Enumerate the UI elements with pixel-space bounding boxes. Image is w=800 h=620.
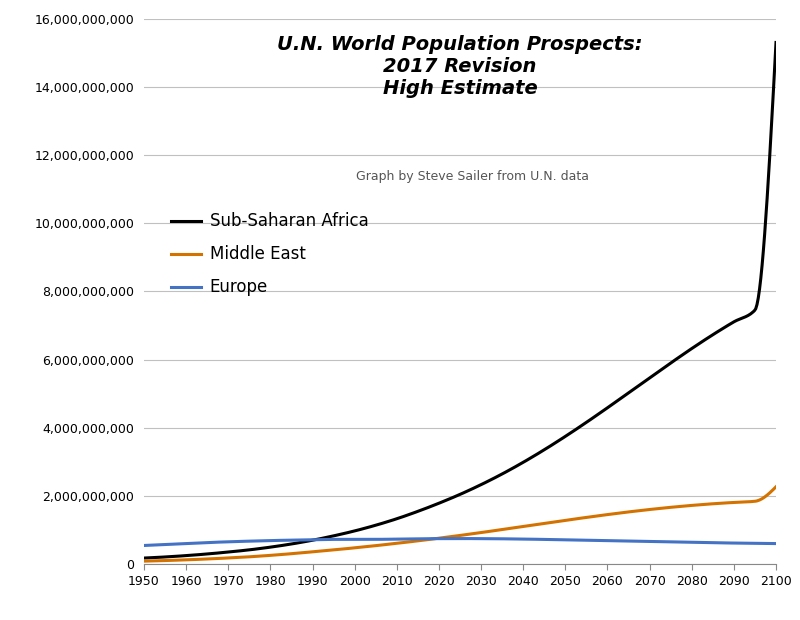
Line: Middle East: Middle East — [144, 487, 776, 561]
Middle East — [658, 505, 667, 512]
Europe — [139, 542, 149, 549]
Line: Europe: Europe — [144, 539, 776, 546]
Sub-Saharan Africa — [515, 460, 525, 467]
Middle East — [756, 496, 766, 503]
Sub-Saharan Africa — [771, 38, 781, 46]
Europe — [456, 535, 466, 542]
Sub-Saharan Africa — [443, 496, 453, 503]
Legend: Sub-Saharan Africa, Middle East, Europe: Sub-Saharan Africa, Middle East, Europe — [171, 213, 368, 296]
Europe — [439, 535, 449, 542]
Europe — [658, 538, 668, 546]
Europe — [517, 535, 526, 542]
Middle East — [515, 523, 525, 531]
Middle East — [443, 533, 453, 541]
Middle East — [139, 557, 149, 565]
Line: Sub-Saharan Africa: Sub-Saharan Africa — [144, 42, 776, 558]
Middle East — [439, 534, 449, 541]
Sub-Saharan Africa — [481, 479, 490, 486]
Text: Graph by Steve Sailer from U.N. data: Graph by Steve Sailer from U.N. data — [356, 170, 589, 184]
Sub-Saharan Africa — [658, 365, 667, 373]
Sub-Saharan Africa — [139, 554, 149, 562]
Europe — [758, 539, 767, 547]
Middle East — [481, 528, 490, 536]
Sub-Saharan Africa — [439, 497, 449, 505]
Sub-Saharan Africa — [756, 275, 766, 282]
Europe — [482, 535, 492, 542]
Text: U.N. World Population Prospects:
2017 Revision
High Estimate: U.N. World Population Prospects: 2017 Re… — [278, 35, 642, 98]
Europe — [443, 535, 453, 542]
Europe — [771, 540, 781, 547]
Middle East — [771, 483, 781, 490]
